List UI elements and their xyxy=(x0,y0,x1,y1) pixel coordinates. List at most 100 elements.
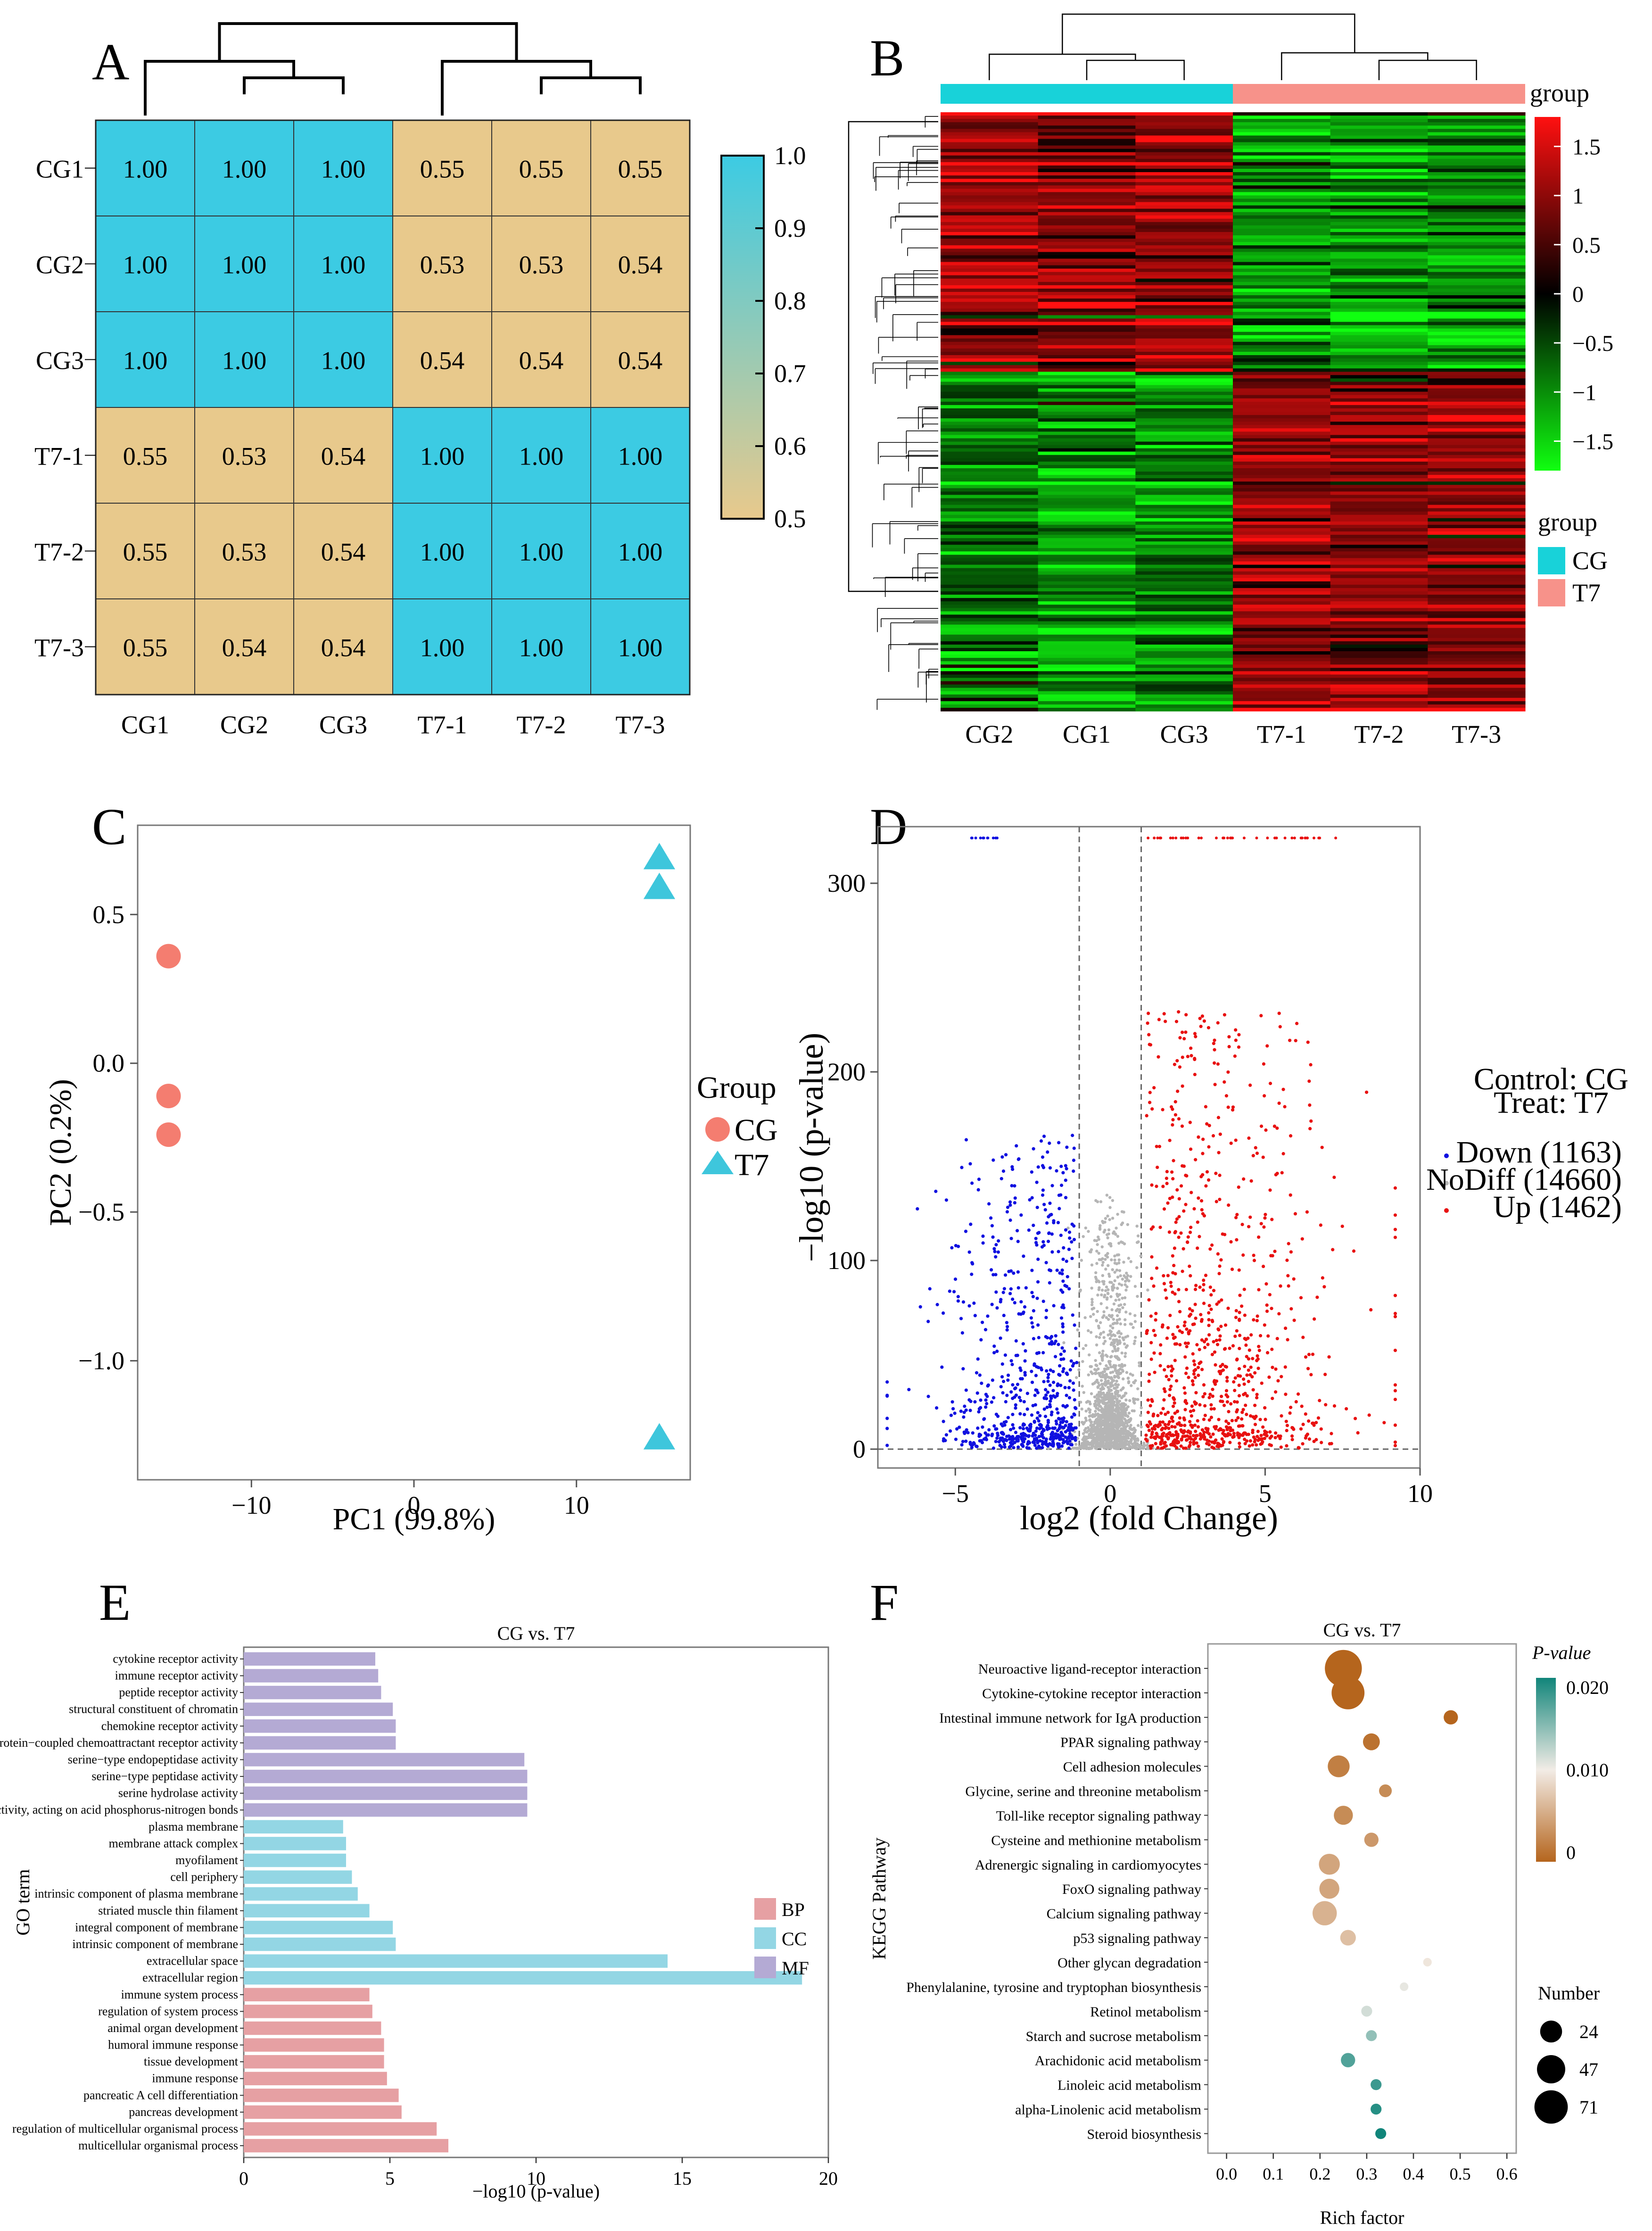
volcano-point xyxy=(1147,837,1150,839)
volcano-point xyxy=(1097,1252,1100,1255)
heatmap-strip xyxy=(941,611,1039,615)
panel-b-cells xyxy=(941,112,1526,712)
heatmap-strip xyxy=(1135,332,1233,336)
heatmap-strip xyxy=(941,628,1039,632)
volcano-point xyxy=(981,1241,985,1245)
volcano-point xyxy=(1119,1440,1123,1444)
heatmap-strip xyxy=(941,378,1039,382)
heatmap-strip xyxy=(1330,288,1428,292)
bar-cc xyxy=(244,1853,346,1867)
heatmap-strip xyxy=(941,352,1039,356)
heatmap-strip xyxy=(1038,412,1136,415)
volcano-point xyxy=(1197,1135,1200,1139)
volcano-point xyxy=(975,1391,979,1395)
heatmap-strip xyxy=(1330,202,1428,206)
volcano-point xyxy=(1239,1374,1242,1378)
volcano-point xyxy=(1289,1405,1293,1410)
volcano-point xyxy=(1089,1402,1092,1406)
volcano-point xyxy=(1127,1411,1131,1415)
heatmap-strip xyxy=(1135,365,1233,369)
volcano-point xyxy=(1074,1376,1078,1379)
volcano-point xyxy=(1186,1341,1190,1345)
heatmap-strip xyxy=(1038,262,1136,266)
volcano-point xyxy=(1213,1048,1216,1052)
heatmap-strip xyxy=(1135,475,1233,479)
x-tick-label: 10 xyxy=(527,2168,545,2189)
volcano-point xyxy=(1304,1412,1307,1416)
volcano-point xyxy=(1231,837,1234,839)
volcano-point xyxy=(995,1349,999,1353)
heatmap-strip xyxy=(1135,438,1233,442)
heatmap-strip xyxy=(1135,255,1233,259)
volcano-point xyxy=(1148,1043,1151,1046)
volcano-point xyxy=(1013,1387,1017,1391)
volcano-point xyxy=(1010,1436,1014,1440)
volcano-point xyxy=(1126,1223,1130,1226)
heatmap-strip xyxy=(1330,408,1428,412)
heatmap-strip xyxy=(1330,505,1428,509)
heatmap-strip xyxy=(1330,168,1428,173)
volcano-point xyxy=(1117,1258,1121,1261)
volcano-point xyxy=(1249,1333,1253,1337)
volcano-point xyxy=(1157,1145,1162,1148)
volcano-point xyxy=(1253,1423,1257,1427)
heatmap-strip xyxy=(941,545,1039,548)
volcano-point xyxy=(992,1424,996,1428)
heatmap-strip xyxy=(1330,252,1428,256)
volcano-point xyxy=(1090,1392,1093,1395)
volcano-point xyxy=(1194,1391,1198,1394)
volcano-point xyxy=(1085,1401,1088,1404)
volcano-point xyxy=(1116,1407,1120,1410)
heatmap-strip xyxy=(1428,535,1526,539)
volcano-point xyxy=(1108,1206,1112,1209)
heatmap-strip xyxy=(1135,655,1233,658)
heatmap-strip xyxy=(1428,139,1526,143)
heatmap-strip xyxy=(1233,601,1331,605)
volcano-point xyxy=(1114,1383,1117,1386)
bar-mf xyxy=(244,1736,396,1750)
heatmap-strip xyxy=(1428,651,1526,655)
heatmap-strip xyxy=(1038,661,1136,665)
heatmap-strip xyxy=(941,139,1039,143)
volcano-point xyxy=(1086,1440,1090,1443)
volcano-point xyxy=(1001,1431,1005,1435)
heatmap-strip xyxy=(1233,285,1331,289)
volcano-point xyxy=(1073,1398,1076,1402)
volcano-point xyxy=(1013,1201,1016,1205)
heatmap-strip xyxy=(1428,249,1526,252)
bubble xyxy=(1423,1957,1432,1967)
volcano-point xyxy=(1155,1145,1158,1148)
volcano-point xyxy=(1042,1135,1046,1138)
heatmap-strip xyxy=(1135,445,1233,449)
volcano-point xyxy=(1101,1280,1104,1283)
volcano-point xyxy=(1214,1363,1217,1367)
heatmap-strip xyxy=(1135,678,1233,682)
volcano-point xyxy=(1116,1294,1120,1298)
volcano-point xyxy=(1090,1303,1094,1307)
volcano-point xyxy=(1312,837,1315,839)
volcano-point xyxy=(1225,1376,1229,1379)
volcano-point xyxy=(1193,1363,1197,1367)
volcano-point xyxy=(1207,1396,1211,1400)
volcano-point xyxy=(1182,1416,1186,1420)
volcano-point xyxy=(1145,1114,1148,1118)
heatmap-strip xyxy=(1330,325,1428,329)
heatmap-strip xyxy=(1038,688,1136,692)
volcano-point xyxy=(1052,1304,1056,1308)
heatmap-strip xyxy=(1038,288,1136,292)
volcano-point xyxy=(1046,1379,1050,1383)
volcano-point xyxy=(1069,1422,1073,1426)
heatmap-strip xyxy=(1330,278,1428,282)
heatmap-strip xyxy=(1330,707,1428,712)
volcano-point xyxy=(979,1439,983,1443)
volcano-point xyxy=(1102,1230,1106,1234)
volcano-point xyxy=(1061,1257,1065,1261)
volcano-point xyxy=(1240,1417,1244,1421)
heatmap-strip xyxy=(1135,391,1233,396)
heatmap-cell xyxy=(392,598,492,695)
volcano-point xyxy=(1130,1438,1133,1441)
heatmap-strip xyxy=(1330,501,1428,506)
volcano-point xyxy=(1020,1437,1024,1441)
volcano-point xyxy=(1000,1155,1004,1159)
